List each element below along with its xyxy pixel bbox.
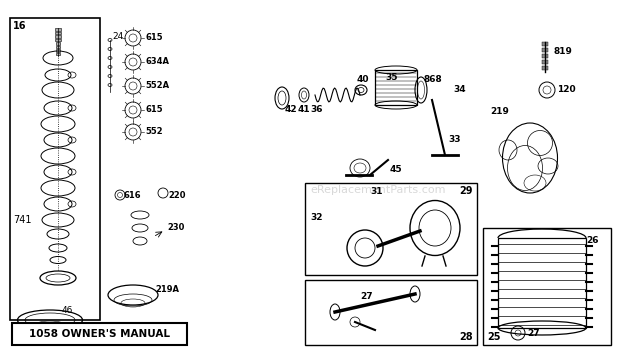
Text: 27: 27 xyxy=(360,292,373,301)
Text: 26: 26 xyxy=(586,236,598,245)
Text: 32: 32 xyxy=(310,214,322,223)
Bar xyxy=(542,66,548,70)
Bar xyxy=(55,31,61,34)
Text: 615: 615 xyxy=(145,34,162,43)
Bar xyxy=(542,54,548,58)
Text: 616: 616 xyxy=(123,191,141,200)
Text: eReplacementParts.com: eReplacementParts.com xyxy=(310,185,446,195)
Text: 34: 34 xyxy=(453,86,466,95)
Bar xyxy=(55,38,61,41)
Text: 819: 819 xyxy=(553,47,572,57)
Bar xyxy=(56,52,60,55)
Text: 230: 230 xyxy=(167,223,184,232)
Text: 741: 741 xyxy=(13,215,32,225)
Bar xyxy=(375,70,417,105)
Text: 45: 45 xyxy=(390,165,402,174)
Text: 219A: 219A xyxy=(155,285,179,295)
Text: 25: 25 xyxy=(487,332,500,342)
Bar xyxy=(10,18,100,320)
Bar xyxy=(542,60,548,64)
Text: 33: 33 xyxy=(448,135,461,144)
Text: 615: 615 xyxy=(145,105,162,114)
Text: 29: 29 xyxy=(459,186,473,196)
Text: 28: 28 xyxy=(459,332,473,342)
Text: 634A: 634A xyxy=(145,58,169,67)
Text: 552: 552 xyxy=(145,127,162,136)
Text: 552A: 552A xyxy=(145,82,169,90)
Text: 36: 36 xyxy=(310,105,322,114)
Text: 16: 16 xyxy=(13,21,27,31)
Bar xyxy=(483,228,611,345)
Text: 24: 24 xyxy=(112,32,123,41)
Bar xyxy=(56,49,60,52)
Bar xyxy=(55,28,61,30)
Bar xyxy=(498,238,586,328)
Text: 868: 868 xyxy=(424,75,443,84)
Text: 41: 41 xyxy=(298,105,311,114)
Bar xyxy=(56,42,60,45)
Bar xyxy=(12,323,187,345)
Bar xyxy=(305,280,477,345)
Text: 220: 220 xyxy=(168,191,185,200)
Text: 27: 27 xyxy=(527,328,539,337)
Text: 120: 120 xyxy=(557,86,575,95)
Bar xyxy=(542,42,548,46)
Text: 40: 40 xyxy=(357,75,370,84)
Text: 46: 46 xyxy=(62,306,73,315)
Text: 219: 219 xyxy=(490,107,509,117)
Bar xyxy=(542,48,548,52)
Text: 31: 31 xyxy=(370,187,383,196)
Bar xyxy=(55,35,61,37)
Text: 35: 35 xyxy=(385,73,397,82)
Text: 1058 OWNER'S MANUAL: 1058 OWNER'S MANUAL xyxy=(29,329,170,339)
Bar xyxy=(56,45,60,48)
Text: 42: 42 xyxy=(285,105,298,114)
Bar xyxy=(305,183,477,275)
